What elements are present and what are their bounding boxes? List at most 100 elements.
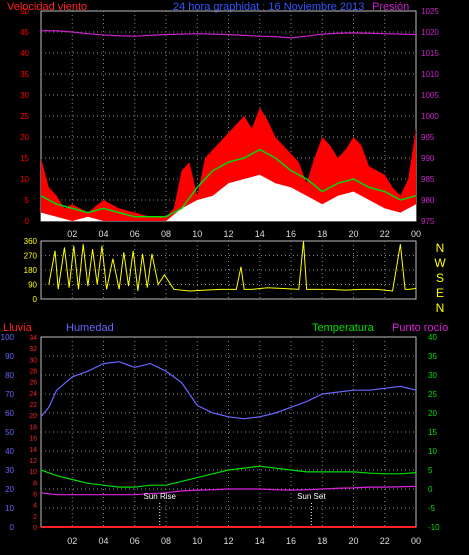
x-tick-label: 18 [317,536,327,546]
x-tick-label: 00 [411,229,421,239]
wind-speed-label: Velocidad viento [7,1,88,13]
temperature-label: Temperatura [312,322,374,334]
pressure-tick-label: 1015 [421,49,439,58]
x-tick-label: 16 [286,536,296,546]
compass-label: S [436,271,444,285]
temperature-tick-label: 35 [428,352,437,361]
rain-tick-label: 80 [5,371,14,380]
direction-tick-label: 360 [24,237,38,246]
wind-direction-series [48,240,417,292]
humidity-tick-label: 18 [29,424,37,431]
wind-speed-tick-label: 5 [25,196,30,205]
wind-speed-tick-label: 10 [20,175,29,184]
rain-tick-label: 0 [10,523,15,532]
rain-tick-label: 30 [5,466,14,475]
dewpoint-series [40,485,417,496]
compass-label: W [434,256,446,270]
humidity-tick-label: 8 [33,480,37,487]
pressure-label: Presión [372,1,410,13]
wind-speed-tick-label: 30 [20,91,29,100]
rain-label: Lluvia [3,322,32,334]
pressure-tick-label: 1000 [421,112,439,121]
x-tick-label: 08 [161,536,171,546]
temperature-tick-label: 0 [428,485,433,494]
direction-tick-label: 180 [24,266,38,275]
direction-tick-label: 90 [28,281,37,290]
chart-title: 24 hora graphidat : 16 Noviembre 2013 [173,1,365,13]
wind-speed-tick-label: 40 [20,49,29,58]
pressure-tick-label: 1005 [421,91,439,100]
wind-speed-tick-label: 20 [20,133,29,142]
pressure-tick-label: 975 [421,217,435,226]
compass-label: E [436,286,444,300]
compass-label: N [436,301,445,315]
temperature-tick-label: 25 [428,390,437,399]
direction-tick-label: 0 [33,295,38,304]
rain-tick-label: 40 [5,447,14,456]
humidity-tick-label: 4 [33,503,37,510]
pressure-series [41,30,417,39]
wind-speed-tick-label: 35 [20,70,29,79]
rain-tick-label: 90 [5,352,14,361]
humidity-tick-label: 32 [29,346,37,353]
wind-speed-tick-label: 0 [25,217,30,226]
temperature-tick-label: 30 [428,371,437,380]
humidity-label: Humedad [66,322,114,334]
x-tick-label: 12 [223,536,233,546]
direction-tick-label: 270 [24,252,38,261]
x-tick-label: 22 [380,536,390,546]
x-tick-label: 10 [192,536,202,546]
wind-speed-tick-label: 25 [20,112,29,121]
rain-tick-label: 60 [5,409,14,418]
temperature-series [40,465,417,488]
humidity-tick-label: 6 [33,491,37,498]
humidity-tick-label: 10 [29,469,37,476]
pressure-tick-label: 1010 [421,70,439,79]
wind-speed-series [41,107,416,221]
rain-tick-label: 50 [5,428,14,437]
humidity-tick-label: 14 [29,447,37,454]
rain-tick-label: 100 [1,333,15,342]
x-tick-label: 00 [411,536,421,546]
rain-tick-label: 20 [5,485,14,494]
humidity-tick-label: 26 [29,380,37,387]
x-tick-label: 10 [192,229,202,239]
humidity-series [40,361,417,420]
pressure-tick-label: 1025 [421,7,439,16]
wind-speed-tick-label: 15 [20,154,29,163]
temperature-tick-label: 40 [428,333,437,342]
x-tick-label: 20 [348,229,358,239]
x-tick-label: 16 [286,229,296,239]
x-tick-label: 14 [255,229,265,239]
dewpoint-label: Punto rocío [392,322,449,334]
x-tick-label: 04 [98,229,108,239]
temperature-tick-label: -5 [428,504,436,513]
temperature-tick-label: 5 [428,466,433,475]
temperature-tick-label: -10 [428,523,440,532]
temperature-tick-label: 20 [428,409,437,418]
x-tick-label: 02 [67,229,77,239]
sun-event-label: Sun Rise [144,492,177,501]
humidity-tick-label: 28 [29,369,37,376]
x-tick-label: 04 [98,536,108,546]
x-tick-label: 20 [348,536,358,546]
wind-gust-series [41,174,416,221]
compass-label: N [436,241,445,255]
pressure-tick-label: 1020 [421,28,439,37]
x-tick-label: 08 [161,229,171,239]
humidity-tick-label: 12 [29,458,37,465]
humidity-tick-label: 20 [29,413,37,420]
wind-speed-tick-label: 50 [20,7,29,16]
temperature-tick-label: 10 [428,447,437,456]
rain-tick-label: 10 [5,504,14,513]
wind-speed-tick-label: 45 [20,28,29,37]
humidity-tick-label: 0 [33,525,37,532]
pressure-tick-label: 980 [421,196,435,205]
x-tick-label: 18 [317,229,327,239]
pressure-tick-label: 990 [421,154,435,163]
pressure-tick-label: 985 [421,175,435,184]
humidity-tick-label: 34 [29,335,37,342]
humidity-tick-label: 24 [29,391,37,398]
x-tick-label: 06 [130,536,140,546]
sun-event-label: Sun Set [297,492,326,501]
